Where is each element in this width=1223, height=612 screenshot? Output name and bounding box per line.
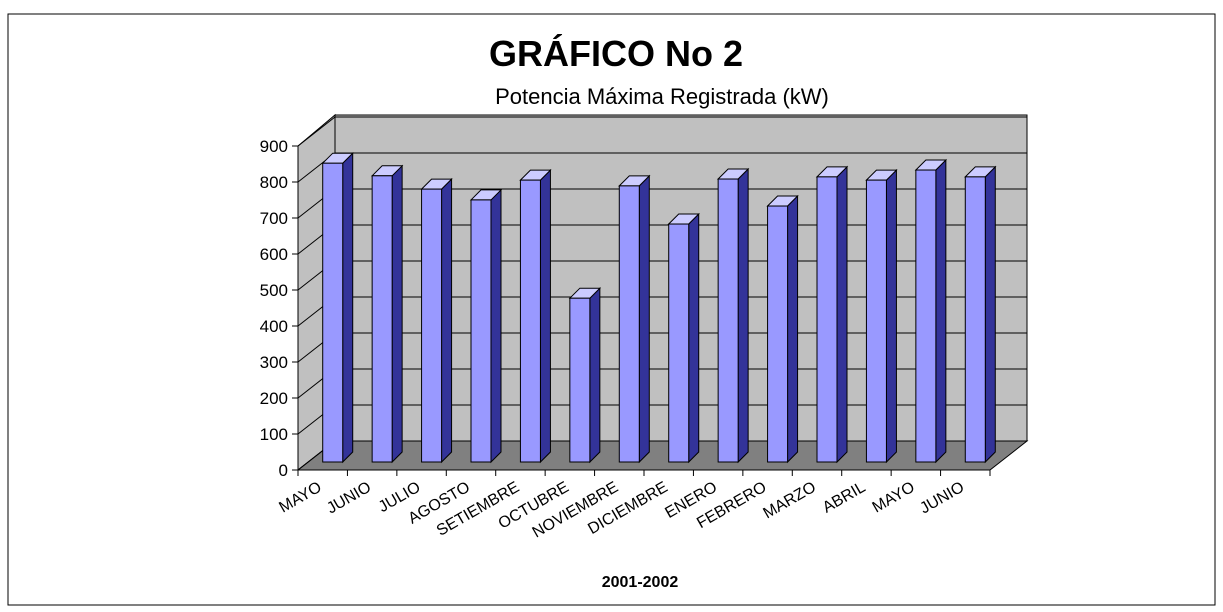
bar (865, 168, 898, 464)
bar (964, 165, 997, 464)
bar (370, 164, 404, 464)
bar-front (519, 179, 541, 463)
bar-side (688, 212, 700, 464)
bar-front (717, 178, 739, 463)
y-tick-label: 400 (260, 317, 288, 336)
bar-front (569, 297, 591, 463)
bar (618, 174, 651, 464)
bar-side (787, 194, 799, 464)
grid-line (297, 116, 336, 147)
bar (568, 286, 602, 464)
bar-side (836, 165, 848, 464)
bars (321, 151, 997, 464)
bar-side (935, 158, 947, 464)
bar-side (737, 167, 749, 464)
bar-side (589, 286, 601, 464)
bar (519, 168, 552, 464)
bar-side (342, 151, 354, 464)
chart-subtitle: Potencia Máxima Registrada (kW) (495, 84, 829, 109)
bar (420, 177, 453, 464)
bar (815, 165, 849, 464)
y-tick-label: 0 (279, 461, 288, 480)
bar (914, 158, 948, 464)
y-tick-label: 600 (260, 245, 288, 264)
bar (469, 188, 503, 464)
bar-front (865, 179, 887, 463)
bar-front (915, 169, 937, 463)
y-tick-label: 700 (260, 209, 288, 228)
bar-side (490, 188, 502, 464)
bar-front (668, 223, 690, 463)
bar-side (638, 174, 650, 464)
y-tick-label: 100 (260, 425, 288, 444)
bar-front (371, 175, 393, 463)
bar-front (964, 176, 986, 463)
bar-front (322, 162, 344, 463)
bar-front (618, 185, 640, 463)
bar-front (421, 188, 443, 463)
bar (716, 167, 750, 464)
y-tick-label: 300 (260, 353, 288, 372)
bar-front (767, 205, 789, 463)
bar-side (984, 165, 996, 464)
bar (766, 194, 799, 464)
y-tick-label: 800 (260, 173, 288, 192)
bar (667, 212, 700, 464)
bar (321, 151, 354, 464)
y-tick-label: 900 (260, 137, 288, 156)
bar-side (391, 164, 403, 464)
bar-side (885, 168, 897, 464)
x-axis-title: 2001-2002 (602, 574, 679, 591)
y-tick-label: 200 (260, 389, 288, 408)
bar-side (539, 168, 551, 464)
chart-title: GRÁFICO No 2 (489, 33, 743, 74)
y-tick-label: 500 (260, 281, 288, 300)
bar-front (470, 199, 492, 463)
bar-front (816, 176, 838, 463)
bar-side (441, 177, 453, 464)
